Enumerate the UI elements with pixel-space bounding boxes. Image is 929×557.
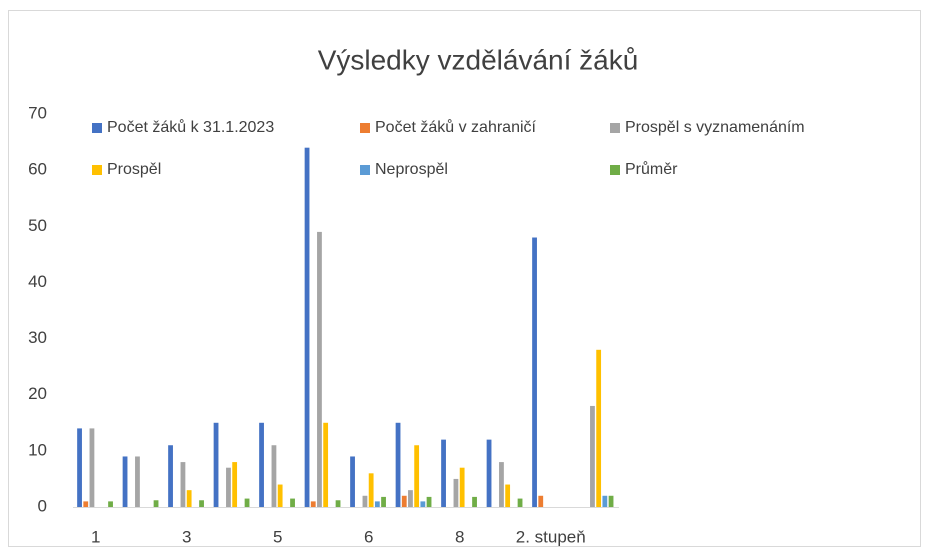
legend-label: Průměr (625, 160, 678, 178)
legend-swatch (92, 165, 102, 175)
bar (180, 462, 186, 507)
x-tick-label: 1 (91, 527, 100, 546)
bar (199, 500, 204, 507)
bar (426, 496, 432, 507)
bar (271, 445, 277, 507)
bar (89, 428, 95, 507)
x-tick-label: 6 (364, 527, 373, 546)
legend-label: Počet žáků k 31.1.2023 (107, 118, 274, 136)
bar (517, 498, 523, 507)
bar (608, 495, 614, 507)
bar (290, 498, 295, 507)
bar (232, 462, 238, 507)
legend-swatch (92, 123, 102, 133)
bar (304, 147, 310, 507)
bar (83, 501, 89, 507)
bar (395, 422, 401, 507)
y-tick-label: 50 (28, 216, 47, 235)
chart-title: Výsledky vzdělávání žáků (318, 44, 639, 75)
bar (486, 439, 492, 507)
legend-label: Neprospěl (375, 161, 448, 178)
bar (277, 484, 283, 507)
bar (505, 484, 511, 507)
bar (420, 501, 426, 507)
legend-swatch (610, 123, 620, 133)
bar (168, 445, 173, 507)
y-tick-label: 40 (28, 272, 47, 291)
legend-label: Prospěl (107, 161, 161, 178)
bar (538, 495, 544, 507)
bar (368, 473, 374, 507)
bar (310, 501, 316, 507)
x-tick-label: 5 (273, 527, 282, 546)
legend-label: Počet žáků v zahraničí (375, 118, 537, 136)
bar (108, 501, 113, 507)
bar (77, 428, 82, 507)
bar (374, 501, 380, 507)
bar (226, 467, 231, 507)
bar (602, 495, 608, 507)
chart-frame (8, 10, 921, 547)
bar (408, 490, 413, 507)
bar (350, 456, 355, 507)
bar (453, 478, 459, 507)
x-tick-label: 8 (455, 527, 464, 546)
bar (596, 349, 602, 507)
y-tick-label: 30 (28, 328, 47, 347)
bar (532, 237, 537, 507)
bar (401, 495, 407, 507)
bar (459, 467, 465, 507)
y-tick-label: 10 (28, 440, 47, 459)
bar (472, 496, 477, 507)
x-tick-label: 2. stupeň (516, 527, 586, 546)
bar (317, 231, 322, 507)
bar (213, 422, 219, 507)
bar (259, 422, 264, 507)
y-tick-label: 60 (28, 160, 47, 179)
legend-swatch (360, 165, 370, 175)
y-tick-label: 0 (38, 496, 47, 515)
bar (186, 490, 192, 507)
bar (499, 462, 504, 507)
bar (381, 496, 386, 507)
legend-swatch (360, 123, 370, 133)
bar (122, 456, 128, 507)
bar (414, 445, 420, 507)
x-tick-label: 3 (182, 527, 191, 546)
legend-swatch (610, 165, 620, 175)
bar (244, 498, 250, 507)
bar (335, 500, 341, 507)
legend-label: Prospěl s vyznamenáním (625, 119, 805, 136)
bar (153, 500, 159, 507)
bar (590, 405, 595, 507)
bar (441, 439, 446, 507)
bar (362, 495, 368, 507)
y-tick-label: 70 (28, 103, 47, 122)
bar (323, 422, 329, 507)
bar (135, 456, 140, 507)
y-tick-label: 20 (28, 384, 47, 403)
